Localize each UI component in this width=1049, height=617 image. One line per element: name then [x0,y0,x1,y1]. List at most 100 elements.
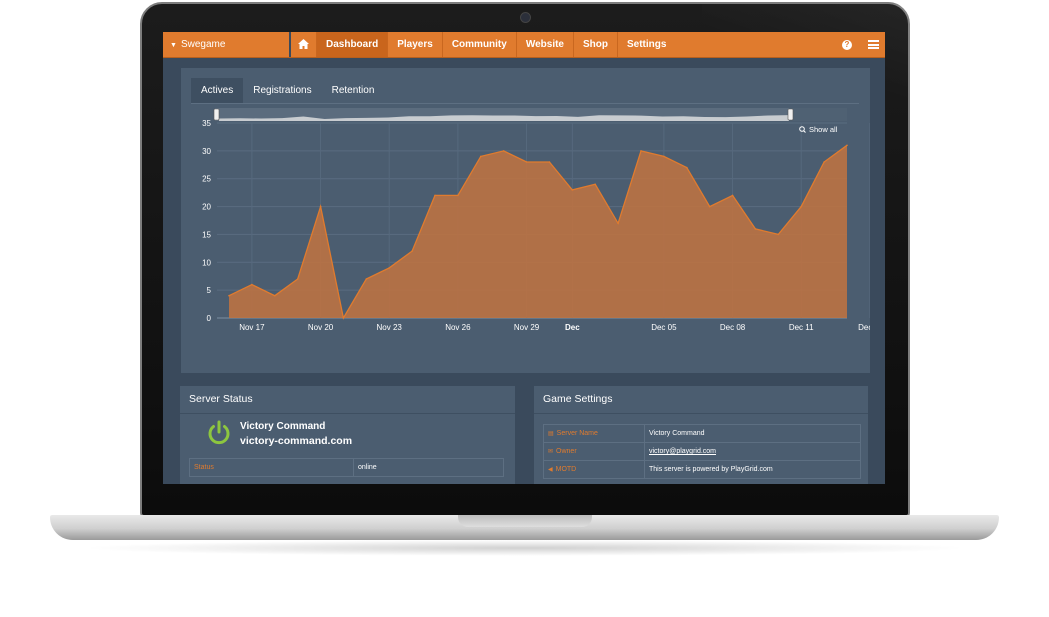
data-point [708,205,711,208]
x-tick-label: Nov 29 [514,323,540,332]
data-point [548,161,551,163]
x-tick-label: Dec 11 [789,323,814,332]
laptop-notch [458,515,592,527]
table-row: Status online [189,458,504,477]
data-point [342,317,345,319]
data-point [251,283,253,286]
game-settings-title: Game Settings [534,386,868,414]
x-tick-label: Dec 1( [858,323,870,332]
y-tick-label: 5 [207,286,212,295]
screen: ▼ Swegame Dashboard Players Community Web… [163,32,885,484]
data-point [800,205,802,208]
nav-dashboard[interactable]: Dashboard [317,32,389,57]
tabs-divider [191,103,859,104]
x-tick-label: Dec [565,323,580,332]
data-point [663,155,665,158]
show-all-button[interactable]: Show all [809,125,838,134]
x-tick-label: Nov 23 [377,323,403,332]
nav-community[interactable]: Community [443,32,517,57]
nav-separator [289,32,291,57]
tab-retention[interactable]: Retention [331,85,375,96]
navigator-handle-left [213,108,220,121]
data-point [571,189,574,191]
data-point [296,278,299,280]
data-point [823,161,825,163]
data-point [594,183,596,186]
data-point [502,150,505,152]
nav-right: ? [842,32,879,57]
data-point [365,278,368,280]
zoom-icon-handle [803,130,806,133]
server-name: Victory Command [240,421,326,432]
server-status-title: Server Status [180,386,515,414]
tab-actives[interactable]: Actives [191,78,244,103]
y-tick-label: 15 [202,230,211,239]
home-icon[interactable] [291,32,317,57]
zoom-icon [799,126,806,133]
data-point [319,205,322,208]
caret-down-icon: ▼ [170,42,177,49]
data-point [731,194,734,197]
data-point [228,294,230,297]
data-point [388,267,390,269]
motd-value: This server is powered by PlayGrid.com [644,460,861,479]
data-point [846,144,848,147]
nav-website[interactable]: Website [517,32,574,57]
webcam [520,12,531,23]
x-tick-label: Dec 08 [720,323,746,332]
data-point [777,233,780,236]
tab-registrations[interactable]: Registrations [253,85,312,96]
brand-label: Swegame [180,39,226,50]
data-point [525,161,528,163]
series-line [228,144,848,320]
chart-navigator [213,108,847,121]
y-tick-label: 25 [202,175,211,184]
envelope-icon: ✉ [548,449,554,455]
game-settings-panel: Game Settings ▤ Server Name Victory Comma… [534,386,868,484]
x-tick-label: Nov 20 [308,323,334,332]
nav-players[interactable]: Players [388,32,443,57]
game-settings-table: ▤ Server Name Victory Command ✉ Owner vict… [543,424,861,479]
laptop-shadow [80,540,970,556]
table-row: ◀ MOTD This server is powered by PlayGrid… [543,460,861,479]
server-host: victory-command.com [240,435,353,447]
data-point [617,222,619,225]
y-tick-label: 20 [202,203,211,212]
megaphone-icon: ◀ [548,467,553,473]
zoom-icon-lens [799,126,805,132]
list-icon: ▤ [548,431,554,437]
server-status-panel: Server Status Victory Command victory-co… [180,386,515,484]
y-tick-label: 10 [202,258,211,267]
data-point [457,194,459,197]
data-point [640,150,642,152]
brand-dropdown[interactable]: ▼ Swegame [163,32,289,57]
hamburger-menu-icon[interactable] [868,40,879,49]
chart-panel: Actives Registrations Retention 0 5 10 15 20… [180,67,871,374]
series-area [229,145,847,318]
server-status-table: Status online [189,458,504,477]
y-tick-label: 35 [202,119,211,128]
x-tick-label: Nov 17 [239,323,265,332]
status-key: Status [189,458,354,477]
power-icon [208,420,230,445]
x-tick-label: Dec 05 [651,323,677,332]
nav-settings[interactable]: Settings [627,39,667,50]
server-name-value: Victory Command [644,424,861,443]
table-row: ✉ Owner victory@playgrid.com [543,442,861,461]
data-point [411,250,413,252]
data-point [480,155,482,158]
data-point [686,166,688,169]
status-value: online [353,458,504,477]
navigator-mask [789,108,847,121]
nav-shop[interactable]: Shop [574,32,618,57]
top-navbar: ▼ Swegame Dashboard Players Community Web… [163,32,885,58]
data-point [754,228,757,230]
owner-email-link[interactable]: victory@playgrid.com [649,448,717,455]
question-circle-icon[interactable]: ? [842,39,852,50]
x-tick-label: Nov 26 [445,323,471,332]
motd-key: MOTD [555,466,577,473]
owner-key: Owner [556,448,577,455]
data-point [274,294,276,297]
y-tick-label: 30 [202,147,211,156]
navigator-handle-right [787,108,794,121]
